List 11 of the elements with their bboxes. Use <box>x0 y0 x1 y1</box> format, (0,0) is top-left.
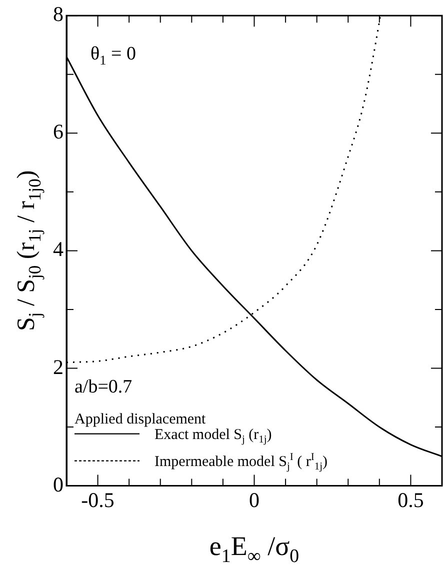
y-tick-label: 6 <box>53 120 64 144</box>
y-tick-label: 0 <box>53 472 64 496</box>
x-tick-label: 0 <box>249 488 260 512</box>
annotation: a/b=0.7 <box>74 376 132 398</box>
y-tick-label: 8 <box>53 2 64 26</box>
y-tick-label: 4 <box>53 237 64 262</box>
x-tick-label: -0.5 <box>81 488 114 512</box>
x-tick-label: 0.5 <box>398 488 424 512</box>
y-tick-label: 2 <box>53 354 64 379</box>
annotation: Applied displacement <box>74 411 207 428</box>
text: Sj / Sj0 (r1j / r1j0) <box>13 170 44 332</box>
